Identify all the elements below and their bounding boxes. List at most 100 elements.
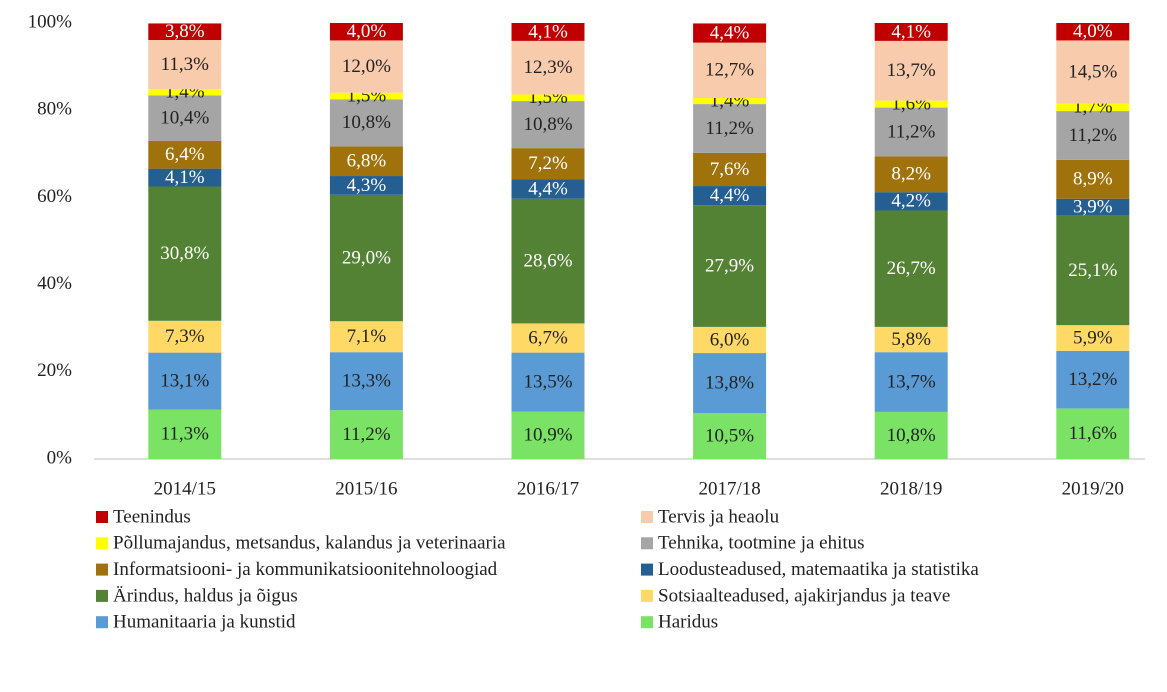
data-label: 4,4% bbox=[710, 22, 750, 43]
bar-segment bbox=[874, 192, 948, 211]
data-label: 4,3% bbox=[347, 175, 387, 196]
data-label: 3,9% bbox=[1073, 197, 1113, 218]
data-label: 11,3% bbox=[161, 54, 210, 75]
bar-segment bbox=[693, 42, 767, 98]
data-label: 11,2% bbox=[342, 424, 391, 445]
data-label: 13,2% bbox=[1068, 369, 1117, 390]
y-tick-label: 100% bbox=[28, 11, 73, 32]
data-label: 13,3% bbox=[342, 371, 391, 392]
bar-segment bbox=[511, 40, 585, 95]
data-label: 11,3% bbox=[161, 424, 210, 445]
bar-segment bbox=[693, 186, 767, 206]
data-label: 4,4% bbox=[528, 178, 568, 199]
data-label: 7,2% bbox=[528, 153, 568, 174]
data-label: 5,8% bbox=[891, 329, 931, 350]
data-label: 11,2% bbox=[705, 118, 754, 139]
bar-segment bbox=[148, 168, 222, 187]
legend-label: Loodusteadused, matemaatika ja statistik… bbox=[658, 559, 979, 580]
bar-segment bbox=[148, 409, 222, 459]
y-tick-label: 80% bbox=[37, 99, 72, 120]
data-label: 4,0% bbox=[1073, 21, 1113, 42]
bar-segment bbox=[511, 323, 585, 353]
data-label: 12,3% bbox=[523, 57, 572, 78]
bar-segment bbox=[874, 107, 948, 157]
y-tick-label: 0% bbox=[47, 447, 73, 468]
x-tick-label: 2019/20 bbox=[1062, 478, 1124, 499]
data-label: 14,5% bbox=[1068, 61, 1117, 82]
legend-swatch bbox=[641, 563, 653, 576]
legend-label: Ärindus, haldus ja õigus bbox=[113, 585, 298, 606]
legend-label: Sotsiaalteadused, ajakirjandus ja teave bbox=[658, 585, 950, 606]
bar-segment bbox=[148, 95, 222, 141]
data-label: 8,2% bbox=[891, 164, 931, 185]
bar-segment bbox=[511, 411, 585, 459]
data-label: 25,1% bbox=[1068, 260, 1117, 281]
bar-segment bbox=[148, 89, 222, 96]
bar-segment bbox=[693, 152, 767, 187]
legend-swatch bbox=[96, 589, 108, 602]
bar-segment bbox=[1056, 325, 1130, 351]
bar-segment bbox=[329, 194, 403, 322]
bar-segment bbox=[1056, 103, 1130, 112]
bar-segment bbox=[1056, 350, 1130, 409]
y-tick-label: 40% bbox=[37, 273, 72, 294]
bar-segment bbox=[693, 413, 767, 459]
bar-segment bbox=[329, 321, 403, 353]
data-label: 6,0% bbox=[710, 329, 750, 350]
legend-label: Teenindus bbox=[113, 506, 191, 527]
bar-segment bbox=[148, 320, 222, 353]
x-tick-label: 2014/15 bbox=[154, 478, 216, 499]
data-label: 10,8% bbox=[342, 112, 391, 133]
bar-segment bbox=[693, 326, 767, 354]
bar-segment bbox=[329, 176, 403, 195]
data-label: 5,9% bbox=[1073, 327, 1113, 348]
data-label: 10,5% bbox=[705, 425, 754, 446]
bar-segment bbox=[329, 99, 403, 147]
bar-segment bbox=[874, 100, 948, 108]
data-label: 13,7% bbox=[887, 371, 936, 392]
data-label: 11,6% bbox=[1069, 423, 1118, 444]
data-label: 28,6% bbox=[523, 250, 572, 271]
bar-segment bbox=[693, 205, 767, 327]
data-label: 12,7% bbox=[705, 60, 754, 81]
bar-segment bbox=[511, 101, 585, 149]
legend-swatch bbox=[96, 537, 108, 550]
bar-segment bbox=[148, 23, 222, 41]
data-label: 4,0% bbox=[347, 21, 387, 42]
legend-label: Informatsiooni- ja kommunikatsioonitehno… bbox=[113, 559, 498, 580]
y-tick-label: 60% bbox=[37, 186, 72, 207]
bar-segment bbox=[1056, 40, 1130, 104]
data-label: 10,8% bbox=[887, 425, 936, 446]
bar-segment bbox=[329, 410, 403, 459]
legend-swatch bbox=[641, 537, 653, 550]
data-label: 6,7% bbox=[528, 327, 568, 348]
bar-segment bbox=[1056, 159, 1130, 199]
legend-swatch bbox=[96, 511, 108, 523]
data-label: 30,8% bbox=[160, 243, 209, 264]
bar-segment bbox=[693, 97, 767, 105]
data-label: 13,8% bbox=[705, 372, 754, 393]
data-label: 4,1% bbox=[891, 21, 931, 42]
data-label: 10,4% bbox=[160, 107, 209, 128]
x-tick-label: 2017/18 bbox=[698, 478, 760, 499]
bar-segment bbox=[874, 411, 948, 459]
bar-segment bbox=[874, 40, 948, 101]
bar-segment bbox=[148, 40, 222, 90]
bar-segment bbox=[1056, 111, 1130, 160]
bar-segment bbox=[329, 92, 403, 100]
bar-segment bbox=[329, 40, 403, 93]
legend-label: Tehnika, tootmine ja ehitus bbox=[658, 533, 865, 554]
data-label: 8,9% bbox=[1073, 169, 1113, 190]
x-tick-label: 2015/16 bbox=[335, 478, 397, 499]
bar-segment bbox=[511, 94, 585, 102]
bar-segment bbox=[874, 352, 948, 412]
legend-swatch bbox=[96, 616, 108, 629]
legend-label: Tervis ja heaolu bbox=[658, 506, 780, 527]
bar-segment bbox=[693, 23, 767, 43]
bar-segment bbox=[511, 179, 585, 199]
legend-label: Haridus bbox=[658, 612, 718, 633]
data-label: 7,1% bbox=[347, 326, 387, 347]
data-label: 12,0% bbox=[342, 56, 391, 77]
data-label: 4,1% bbox=[528, 21, 568, 42]
